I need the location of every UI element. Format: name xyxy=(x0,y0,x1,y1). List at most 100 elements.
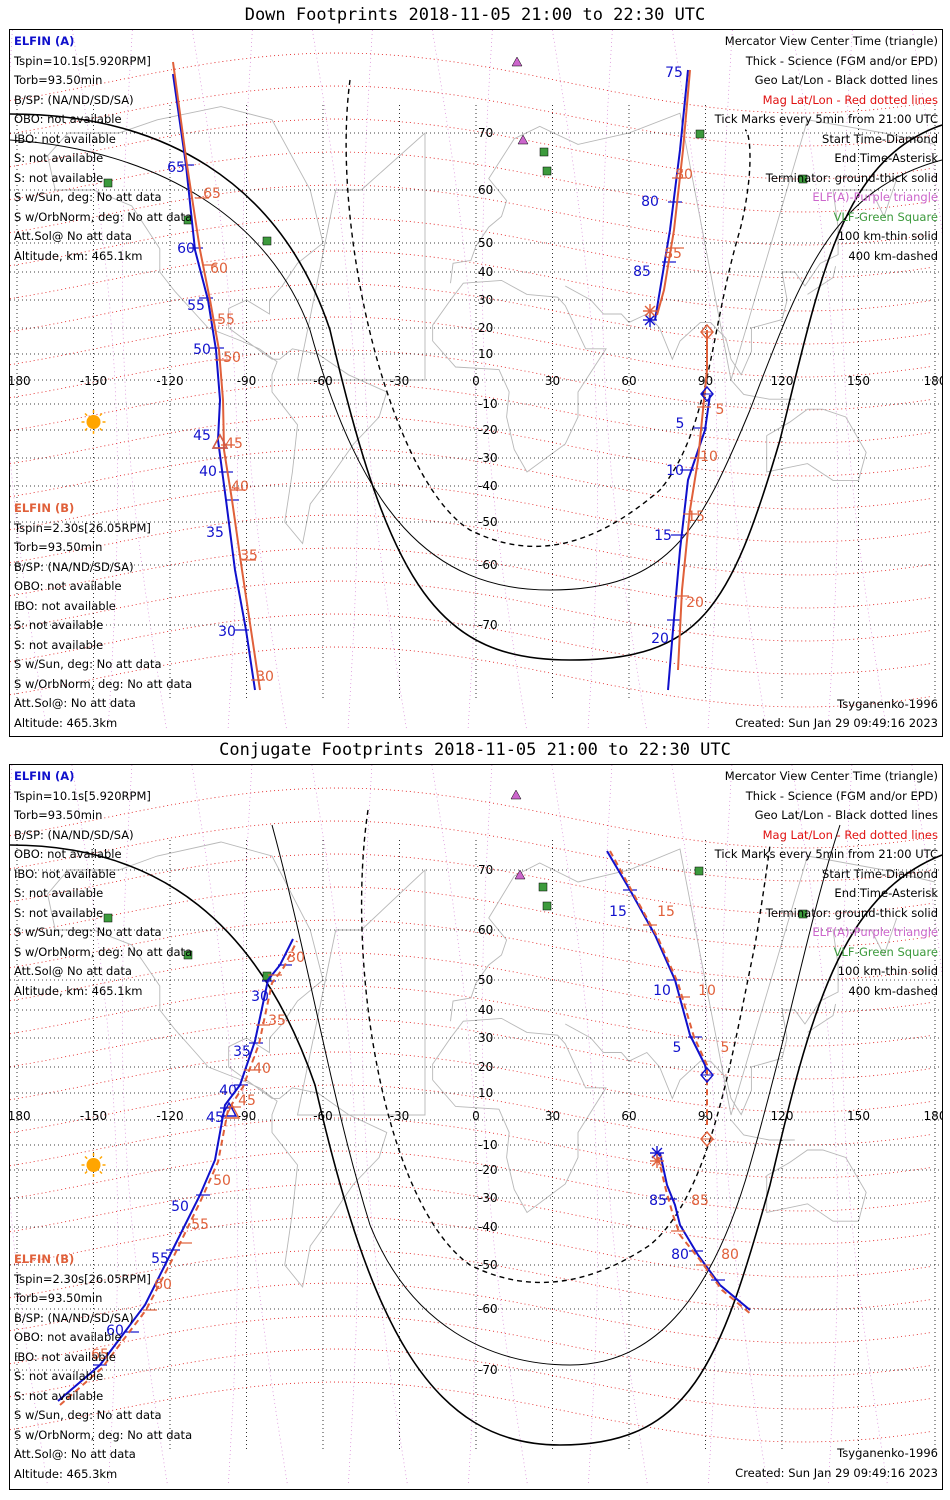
mag-latitude-line xyxy=(10,217,931,279)
elfin-b-line: S w/Sun, deg: No att data xyxy=(14,657,162,671)
elfin-a-line: Torb=93.50min xyxy=(14,808,103,822)
elfin-b-line: Tspin=2.30s[26.05RPM] xyxy=(14,520,151,535)
elfin-a-track xyxy=(172,73,256,691)
mag-latitude-line xyxy=(10,886,931,948)
coastline xyxy=(730,379,795,400)
track-time-label: 40 xyxy=(219,1083,237,1099)
elfin-a-line: Altitude, km: 465.1km xyxy=(14,983,143,998)
mag-latitude-line xyxy=(10,1282,931,1344)
legend-line: Mag Lat/Lon - Red dotted lines xyxy=(762,92,938,107)
mag-longitude-line xyxy=(122,30,168,731)
mag-latitude-line xyxy=(10,1150,931,1212)
track-time-label: 15 xyxy=(687,509,705,525)
track-time-label: 10 xyxy=(700,449,718,465)
vlf-station-square xyxy=(694,866,704,876)
lon-tick-label: 90 xyxy=(698,1109,713,1123)
mag-longitude-line xyxy=(242,30,288,731)
elfin-b-info: ELFIN (B) Tspin=2.30s[26.05RPM] Torb=93.50… xyxy=(14,499,192,733)
track-time-label: 40 xyxy=(199,464,217,480)
track-time-label: 30 xyxy=(287,950,305,966)
lon-tick-label: -90 xyxy=(237,374,257,388)
elfin-b-line: Altitude: 465.3km xyxy=(14,1466,118,1481)
lon-tick-label: 180 xyxy=(924,1109,942,1123)
lon-tick-label: 180 xyxy=(924,374,942,388)
lat-tick-label: -50 xyxy=(478,1258,498,1272)
coastline xyxy=(450,112,936,381)
sun-ray xyxy=(84,1155,88,1160)
lat-tick-label: 10 xyxy=(478,1086,493,1100)
asterisk-stroke xyxy=(651,1147,663,1159)
track-time-label: 40 xyxy=(253,1061,271,1077)
elfin-a-track-2 xyxy=(606,850,708,1076)
map-canvas: -180 -150 -120 -90 -60 -30 0 30 60 90 120 150 180 70 6… xyxy=(10,765,942,1486)
track-time-label: 60 xyxy=(177,241,195,257)
track-time-label: 35 xyxy=(233,1044,251,1060)
lat-tick-label: 60 xyxy=(478,183,493,197)
start-time-diamond xyxy=(700,1066,714,1084)
terminator-lines xyxy=(10,809,942,1446)
elfin-a-line: ELFIN (A) xyxy=(14,769,75,783)
coastline xyxy=(432,279,607,473)
asterisk-stroke xyxy=(644,305,656,317)
mag-longitude-line xyxy=(361,765,408,1486)
track-time-label: 80 xyxy=(721,1247,739,1263)
mag-latitude-line xyxy=(10,52,931,114)
coastlines xyxy=(47,841,936,1289)
track-time-label: 75 xyxy=(665,65,683,81)
track-time-label: 80 xyxy=(641,194,659,210)
lon-tick-label: 150 xyxy=(847,374,870,388)
elfin-b-line: B/SP: (NA/ND/SD/SA) xyxy=(14,559,134,574)
vlf-station-square xyxy=(798,909,808,919)
vlf-station-square xyxy=(103,913,113,923)
legend-line: 100 km-thin solid xyxy=(837,964,938,978)
track-time-label: 65 xyxy=(167,160,185,176)
mag-latitude-line xyxy=(10,787,931,849)
elfin-a-line: S w/OrbNorm, deg: No att data xyxy=(14,944,193,959)
lon-tick-label: -150 xyxy=(80,1109,107,1123)
mag-latitude-line xyxy=(10,919,931,981)
start-time-diamond xyxy=(700,1130,714,1148)
vlf-station-square xyxy=(538,882,548,892)
elfin-b-line: S: not available xyxy=(14,618,104,632)
elfin-a-line: S w/OrbNorm, deg: No att data xyxy=(14,209,193,224)
legend-line: Geo Lat/Lon - Black dotted lines xyxy=(754,73,938,87)
mag-longitude-line xyxy=(601,765,648,1486)
mag-latitude-line xyxy=(10,1315,931,1377)
elfin-b-line: Att.Sol@: No att data xyxy=(14,1447,136,1461)
map-panel-down-footprints: -180-150-120-90-60-300306090120150180706… xyxy=(9,29,943,737)
elfin-b-track xyxy=(59,940,298,1406)
panel-title-down: Down Footprints 2018-11-05 21:00 to 22:3… xyxy=(244,5,706,25)
lat-tick-label: 20 xyxy=(478,321,493,335)
vlf-station-square xyxy=(103,178,113,188)
track-time-label: 80 xyxy=(671,1247,689,1263)
legend-line: 400 km-dashed xyxy=(848,983,938,998)
lat-tick-label: -60 xyxy=(478,558,498,572)
legend: Mercator View Center Time (triangle) Thic… xyxy=(715,32,938,266)
lon-tick-label: 0 xyxy=(472,1109,480,1123)
mag-latitude-line xyxy=(10,85,931,147)
mag-latitude-line xyxy=(10,415,931,477)
elfin-b-line: Tspin=2.30s[26.05RPM] xyxy=(14,1271,151,1286)
legend-line: Thick - Science (FGM and/or EPD) xyxy=(745,788,938,803)
terminator-100km xyxy=(271,824,841,1366)
mag-longitude-line xyxy=(482,30,528,731)
mag-latitude-line xyxy=(10,580,931,642)
mag-latitude-line xyxy=(10,547,931,609)
start-time-diamond xyxy=(700,323,714,341)
elfin-a-info: ELFIN (A) Tspin=10.1s[5.920RPM] Torb=93.50… xyxy=(14,767,192,1001)
elf-station-triangle xyxy=(510,789,522,800)
track-time-label: 45 xyxy=(206,1110,224,1126)
mag-longitude-line xyxy=(721,765,768,1486)
track-time-label: 55 xyxy=(151,1251,169,1267)
legend-line: Mag Lat/Lon - Red dotted lines xyxy=(762,827,938,842)
elfin-a-line: Tspin=10.1s[5.920RPM] xyxy=(14,53,151,68)
vlf-station-square xyxy=(262,236,272,246)
sun-ray xyxy=(99,1170,103,1175)
lat-tick-label: 70 xyxy=(478,126,493,140)
elfin-a-line: Att.Sol@ No att data xyxy=(14,964,132,978)
end-time-asterisk xyxy=(643,304,657,318)
geo-grid xyxy=(10,105,942,698)
elfin-b-line: S w/Sun, deg: No att data xyxy=(14,1408,162,1422)
model-label: Tsyganenko-1996 xyxy=(837,697,938,711)
track-time-label: 80 xyxy=(675,167,693,183)
